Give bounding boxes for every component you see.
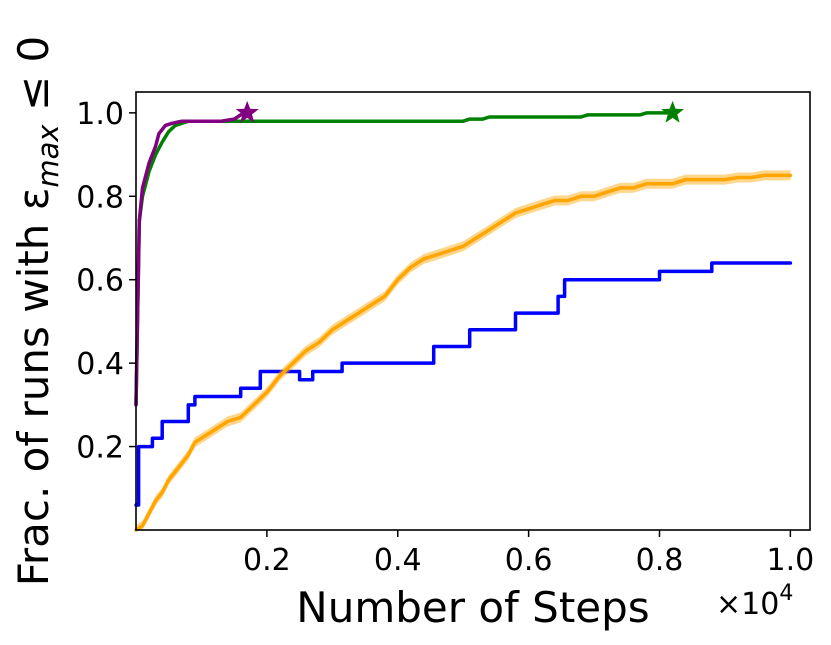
series-line-2: [134, 111, 675, 407]
y-tick-label: 0.4: [76, 347, 124, 382]
x-multiplier-base: ×10: [716, 587, 779, 622]
tick-layer: 0.2 0.4 0.6 0.8 1.0 0.2 0.4 0.6 0.8 1.0: [76, 97, 814, 578]
x-axis-label: Number of Steps: [296, 583, 649, 632]
x-tick-label: 0.8: [636, 543, 684, 578]
x-multiplier-exponent: 4: [779, 581, 793, 606]
y-axis-label-tail: ≤ 0: [9, 36, 58, 125]
series-end-star-3: [235, 100, 259, 123]
series-layer: [134, 100, 793, 532]
x-tick-label: 0.2: [243, 543, 291, 578]
series-line-3: [134, 111, 249, 407]
x-axis-multiplier: ×104: [716, 581, 793, 622]
series-end-star-2: [661, 100, 684, 123]
series-band-1: [136, 170, 791, 530]
y-tick-label: 0.6: [76, 264, 124, 299]
series-line-0: [134, 261, 793, 507]
y-tick-label: 0.2: [76, 431, 124, 466]
y-axis-label-subscript: max: [31, 124, 65, 188]
y-axis-label: Frac. of runs with εmax ≤ 0: [9, 36, 65, 586]
plot-frame: [135, 91, 811, 531]
y-tick-label: 0.8: [76, 180, 124, 215]
x-tick-label: 0.4: [374, 543, 422, 578]
series-line-1: [134, 173, 793, 532]
y-axis-label-main: Frac. of runs with ε: [9, 188, 58, 587]
y-tick-label: 1.0: [76, 97, 124, 132]
x-tick-label: 0.6: [505, 543, 553, 578]
x-tick-label: 1.0: [767, 543, 815, 578]
